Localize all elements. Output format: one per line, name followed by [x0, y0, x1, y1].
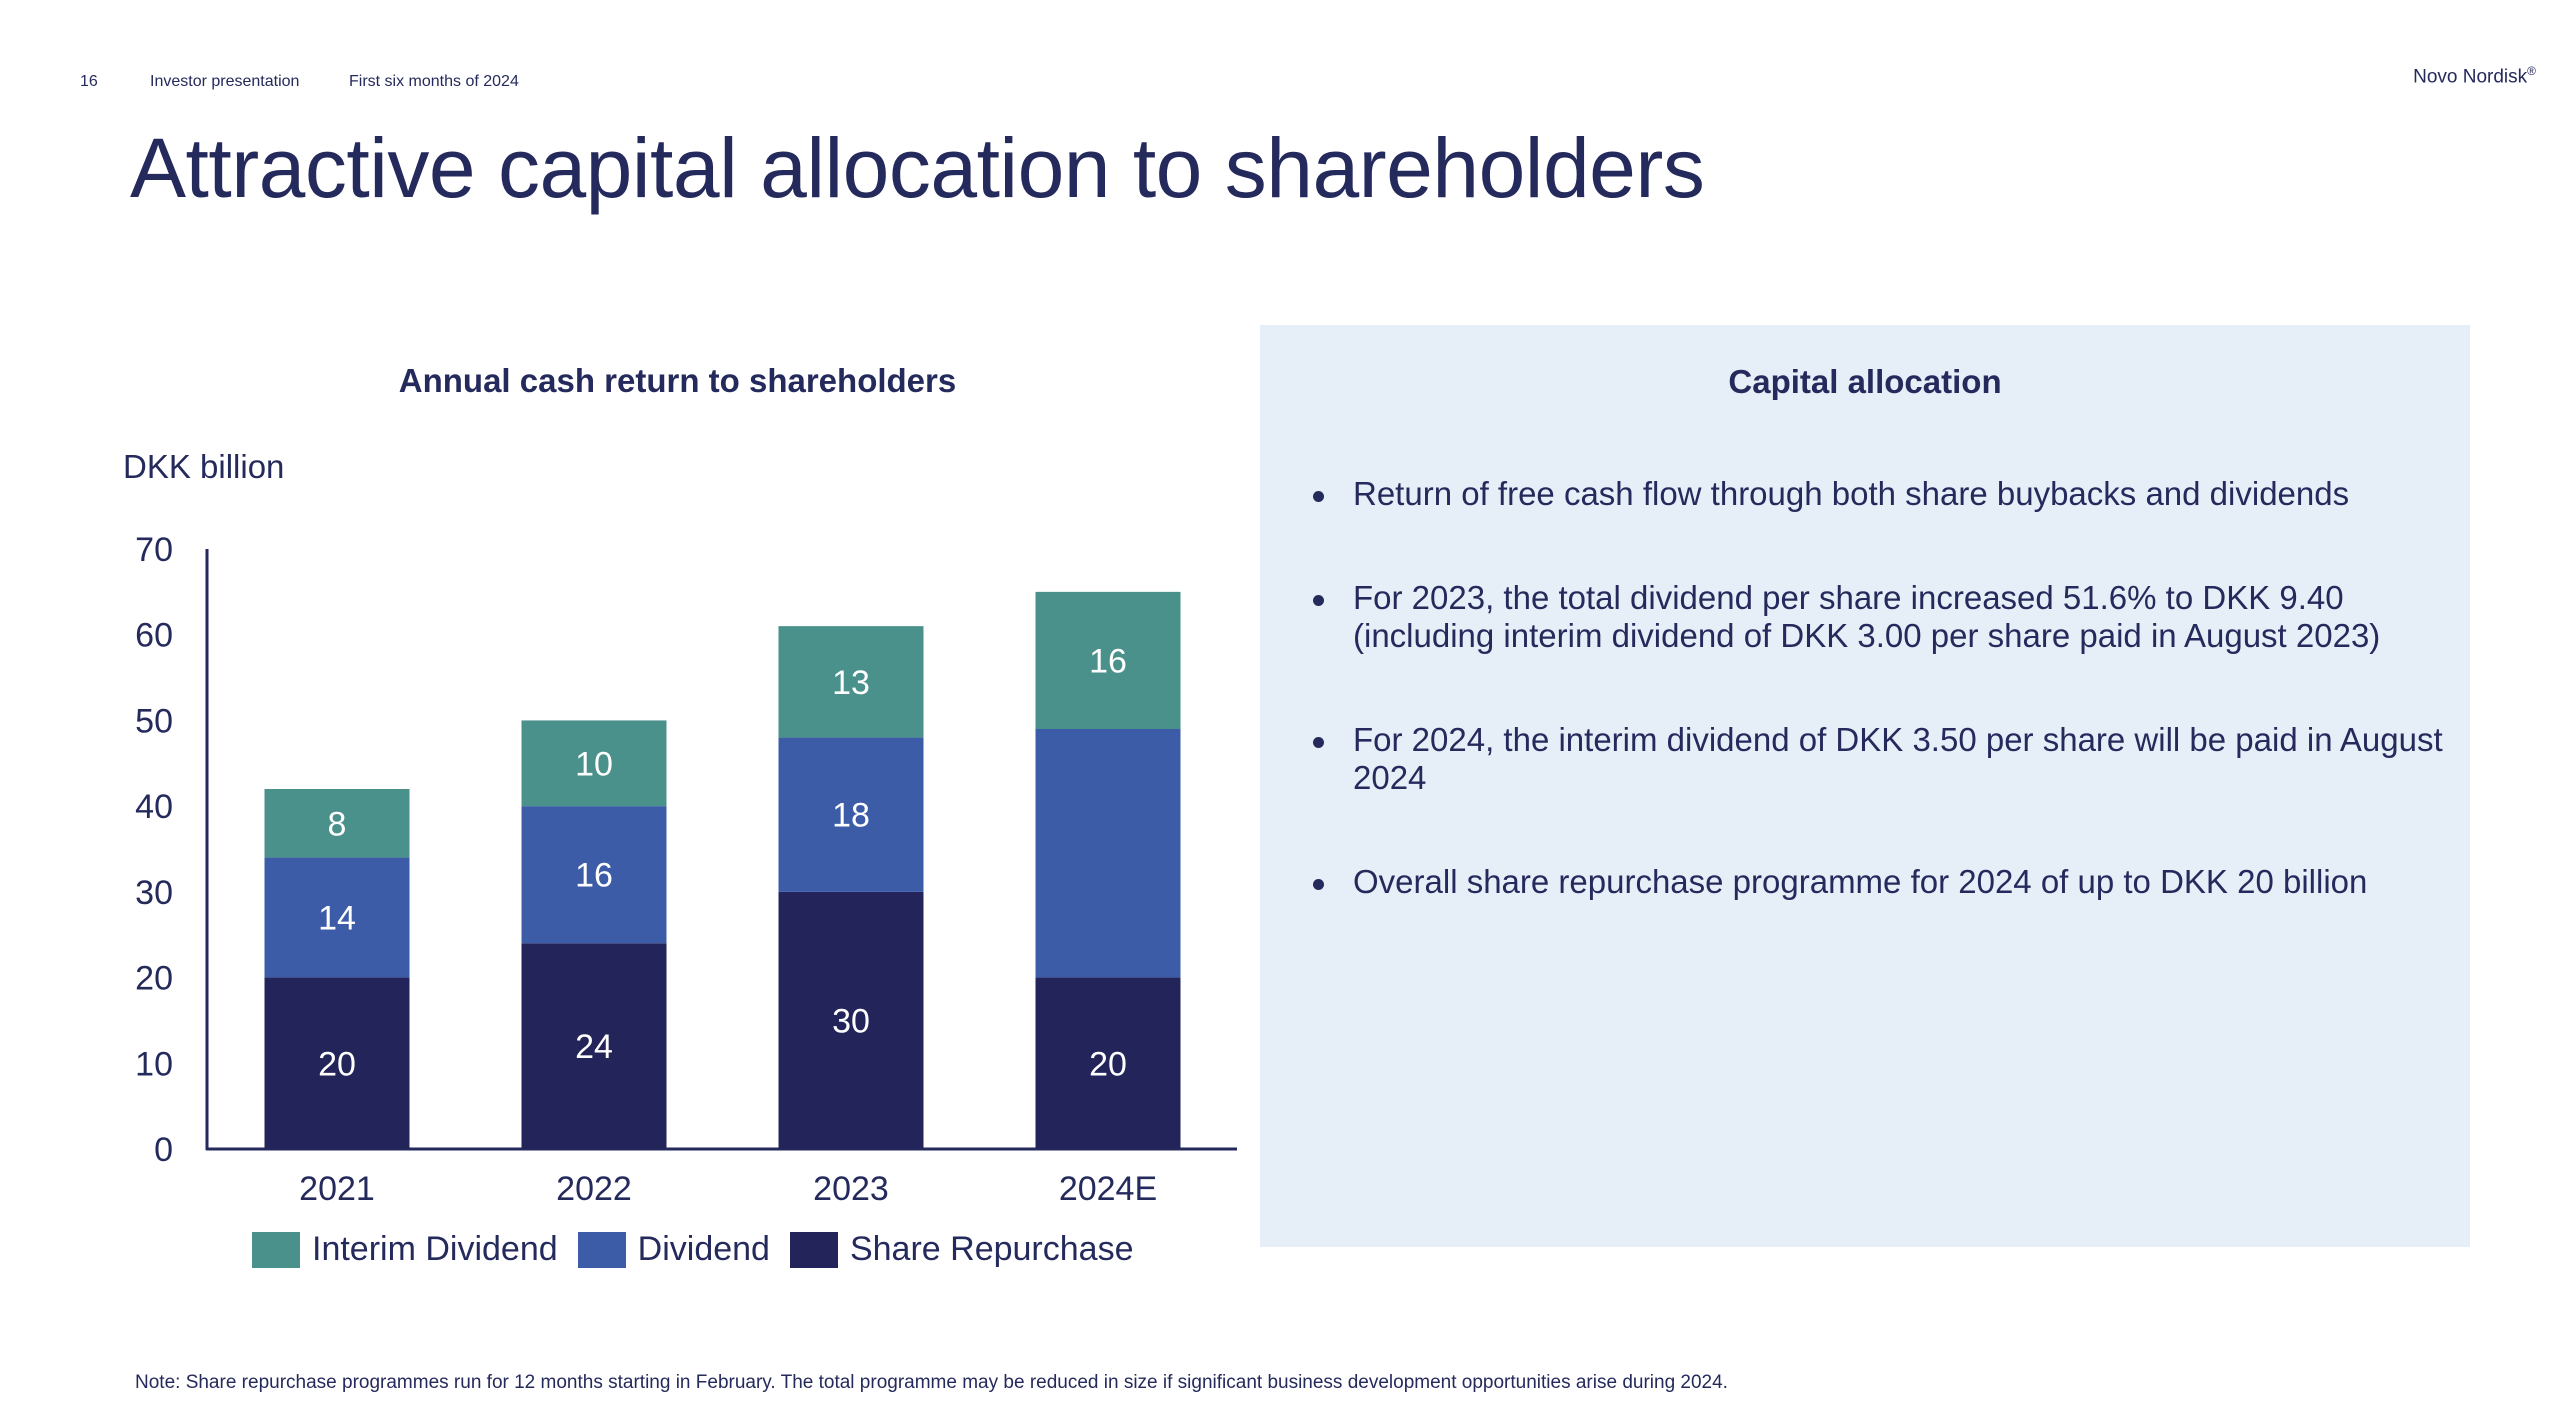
brand-logo: Novo Nordisk®: [2413, 64, 2536, 88]
legend-label: Dividend: [637, 1230, 770, 1268]
bar-segment-interim-dividend: [264, 789, 410, 858]
bullet-dot-icon: [1313, 737, 1324, 748]
page-title: Attractive capital allocation to shareho…: [130, 121, 1705, 215]
legend-item: Dividend: [577, 1230, 770, 1269]
bullet-dot-icon: [1313, 879, 1324, 890]
data-label: 14: [318, 900, 356, 938]
data-label: 16: [1089, 642, 1127, 680]
bullet-list: Return of free cash flow through both sh…: [1313, 475, 2443, 967]
data-label: 16: [575, 857, 613, 895]
data-label: 30: [832, 1002, 870, 1040]
period-label: First six months of 2024: [349, 73, 519, 90]
legend-swatch: [252, 1231, 300, 1268]
bar-segment-share-repurchase: [1035, 977, 1181, 1149]
chart-legend: Interim Dividend Dividend Share Repurchase: [252, 1230, 1153, 1269]
legend-item: Interim Dividend: [252, 1230, 558, 1269]
x-tick-label: 2024E: [1059, 1170, 1157, 1208]
page-number: 16: [80, 73, 98, 90]
bullet-text: For 2023, the total dividend per share i…: [1353, 579, 2381, 654]
bullet-text: Return of free cash flow through both sh…: [1353, 475, 2350, 512]
bullet-item: For 2024, the interim dividend of DKK 3.…: [1313, 721, 2443, 797]
data-label: 8: [328, 805, 347, 843]
y-tick-label: 40: [135, 788, 173, 826]
bullet-dot-icon: [1313, 491, 1324, 502]
legend-item: Share Repurchase: [789, 1230, 1134, 1269]
data-label: 13: [832, 664, 870, 702]
y-tick-label: 50: [135, 702, 173, 740]
bar-segment-share-repurchase: [521, 943, 667, 1149]
stacked-bar-chart: 0 10 20 30 40 50 60 70 20 14 8 2021 24 16 10 2022 30 18 13…: [135, 531, 1237, 1208]
legend-label: Share Repurchase: [849, 1230, 1134, 1268]
data-label: 20: [318, 1045, 356, 1083]
bar-segment-interim-dividend: [1035, 591, 1181, 729]
y-tick-label: 70: [135, 531, 173, 569]
data-label: 18: [832, 797, 870, 835]
brand-mark: ®: [2527, 64, 2536, 78]
x-tick-label: 2021: [299, 1170, 375, 1208]
bullet-text: For 2024, the interim dividend of DKK 3.…: [1353, 721, 2443, 796]
y-tick-label: 10: [135, 1045, 173, 1083]
bar-segment-dividend: [264, 857, 410, 978]
legend-swatch: [577, 1231, 626, 1268]
data-label: 20: [1089, 1045, 1127, 1083]
bar-segment-interim-dividend: [521, 720, 667, 807]
y-axis-unit-label: DKK billion: [123, 448, 285, 485]
bullet-item: Return of free cash flow through both sh…: [1313, 475, 2443, 513]
x-tick-label: 2023: [813, 1170, 889, 1208]
bar-segment-share-repurchase: [264, 977, 410, 1149]
capital-allocation-panel: Capital allocation Return of free cash f…: [1260, 325, 2470, 1247]
y-tick-label: 60: [135, 617, 173, 655]
bar-segment-dividend: [521, 806, 667, 944]
chart-title: Annual cash return to shareholders: [398, 362, 957, 399]
bullet-item: For 2023, the total dividend per share i…: [1313, 579, 2443, 655]
footnote: Note: Share repurchase programmes run fo…: [135, 1372, 1728, 1393]
data-label: 10: [575, 745, 613, 783]
bullet-dot-icon: [1313, 595, 1324, 606]
bar-segment-interim-dividend: [778, 626, 924, 738]
bar-segment-share-repurchase: [778, 891, 924, 1149]
y-tick-label: 0: [154, 1131, 173, 1169]
data-label: 24: [575, 1028, 613, 1066]
section-label: Investor presentation: [150, 73, 300, 90]
bar-segment-dividend: [1035, 729, 1181, 978]
bar-segment-dividend: [778, 737, 924, 892]
bullet-item: Overall share repurchase programme for 2…: [1313, 863, 2443, 901]
legend-label: Interim Dividend: [312, 1230, 558, 1268]
legend-swatch: [789, 1231, 838, 1268]
brand-name: Novo Nordisk: [2413, 66, 2528, 88]
bullet-text: Overall share repurchase programme for 2…: [1353, 863, 2368, 900]
panel-title: Capital allocation: [1728, 363, 2002, 400]
y-tick-label: 30: [135, 874, 173, 912]
y-tick-label: 20: [135, 960, 173, 998]
x-tick-label: 2022: [556, 1170, 632, 1208]
